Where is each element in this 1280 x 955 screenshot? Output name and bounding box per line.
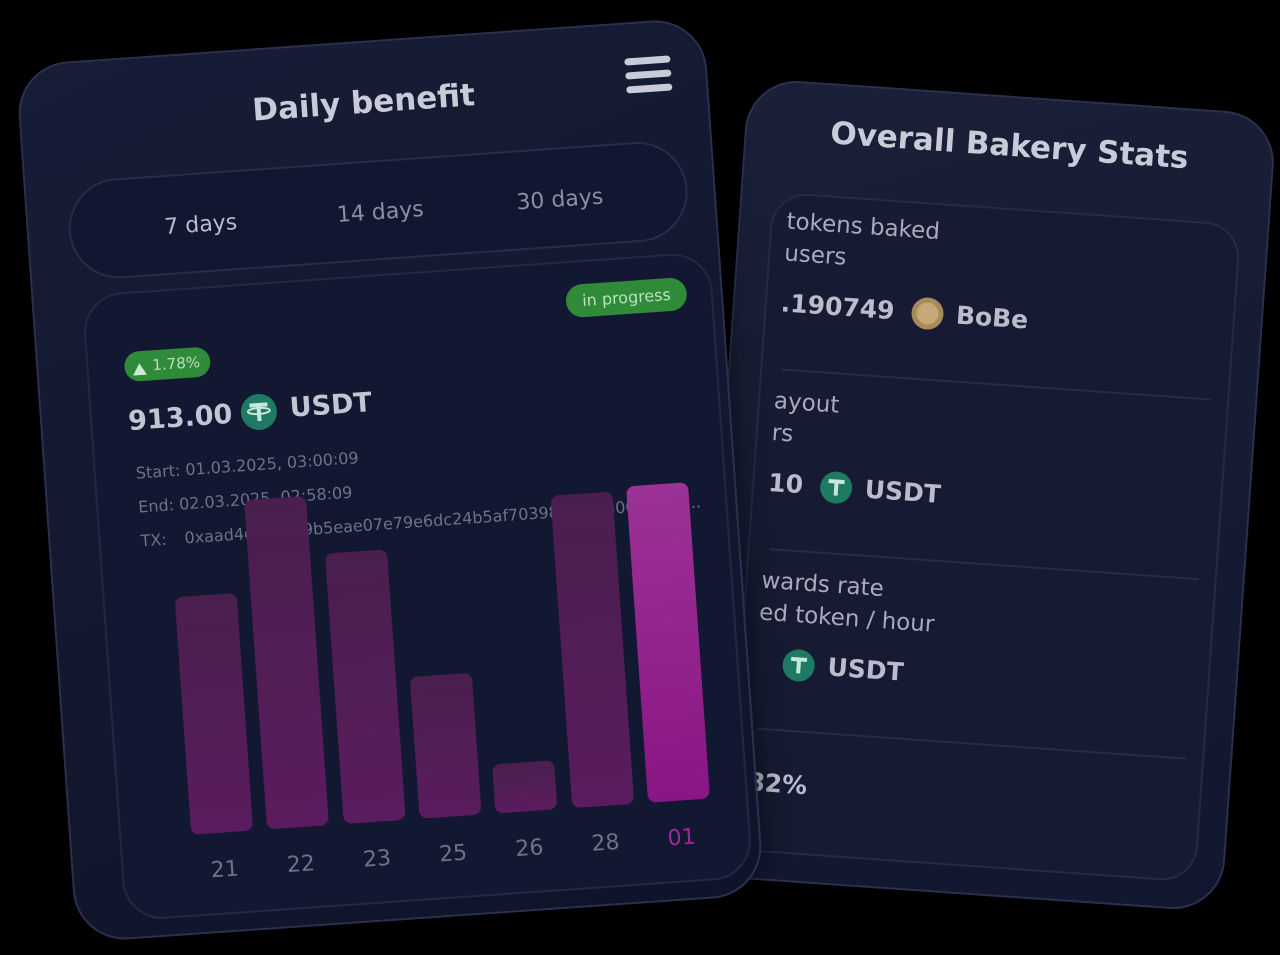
- x-axis: 21 22 23 25 26 28 01: [193, 823, 713, 884]
- daily-card: Daily benefit 7 days 14 days 30 days in pr…: [15, 17, 765, 943]
- stats-card: Overall Bakery Stats tokens baked users .1…: [692, 77, 1278, 913]
- stat-label: rs: [770, 420, 795, 448]
- bobe-icon: [911, 297, 944, 330]
- tab[interactable]: 7 days: [163, 210, 238, 241]
- stat-label: wards rate: [760, 567, 885, 603]
- stat-label: tokens baked: [785, 208, 941, 246]
- bar: [492, 759, 558, 814]
- bar: [174, 593, 254, 835]
- bar: [324, 549, 406, 825]
- bar-chart: [168, 469, 710, 835]
- stat-label: ayout: [773, 388, 841, 419]
- tab[interactable]: 30 days: [515, 184, 605, 216]
- bar: [626, 482, 710, 803]
- usdt-icon: [819, 471, 852, 504]
- menu-icon[interactable]: [624, 53, 675, 96]
- stat-value: 10: [767, 467, 805, 500]
- stat-label: ed token / hour: [758, 599, 936, 638]
- stats-panel: tokens baked users .190749 BoBe ayout rs 10 USD…: [726, 191, 1242, 883]
- up-arrow: [133, 363, 148, 376]
- x-tick-label: 21: [209, 856, 240, 884]
- x-tick-label: 22: [286, 851, 316, 879]
- bar: [550, 491, 634, 809]
- x-tick-label: 25: [438, 840, 469, 868]
- x-tick-label: 23: [362, 845, 392, 873]
- benefit-panel: in progress 1.78% 913.00 USDT Start: 01.…: [81, 251, 754, 922]
- amount: 913.00: [127, 398, 234, 438]
- tx-label: TX:: [139, 529, 168, 551]
- stat-label: users: [783, 240, 848, 271]
- stat-value: .190749: [779, 288, 896, 326]
- status-pill: in progress: [565, 276, 688, 319]
- bar: [409, 672, 482, 819]
- tab[interactable]: 14 days: [336, 197, 425, 229]
- change-value: 1.78%: [151, 352, 201, 375]
- separator: [782, 368, 1212, 401]
- stat-unit: USDT: [826, 652, 905, 687]
- x-tick-label: 26: [514, 835, 545, 863]
- x-tick-label: 28: [590, 829, 621, 857]
- currency: USDT: [288, 387, 373, 424]
- stats-title: Overall Bakery Stats: [829, 115, 1190, 177]
- x-tick-label: 01: [666, 824, 697, 852]
- stat-unit: USDT: [863, 474, 942, 509]
- bar: [244, 495, 330, 830]
- usdt-icon: [782, 649, 815, 682]
- stat-unit: BoBe: [955, 300, 1030, 335]
- separator: [757, 727, 1187, 760]
- daily-title: Daily benefit: [251, 77, 477, 129]
- start-time: Start: 01.03.2025, 03:00:09: [135, 448, 360, 483]
- usdt-icon: [240, 393, 277, 430]
